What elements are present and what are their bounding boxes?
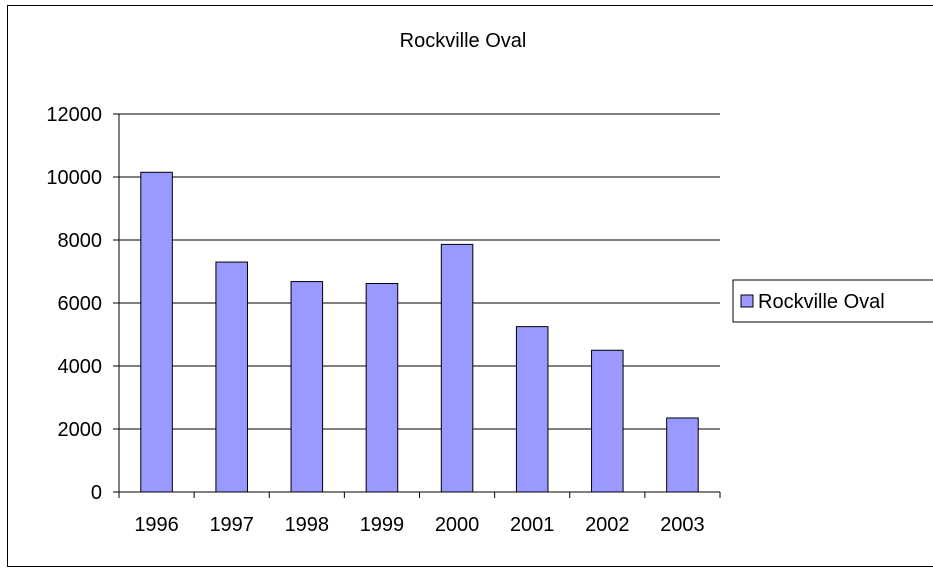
- x-tick-label: 2003: [660, 514, 705, 536]
- y-tick-label: 6000: [58, 293, 103, 315]
- x-tick-label: 2000: [435, 514, 480, 536]
- x-tick-label: 1998: [285, 514, 330, 536]
- axes: [113, 113, 721, 498]
- bar-2001: [515, 326, 549, 493]
- y-tick-label: 2000: [58, 419, 103, 441]
- legend-box: [732, 279, 933, 323]
- bar-1997: [215, 261, 248, 493]
- y-tick-label: 10000: [46, 167, 102, 189]
- y-tick-label: 0: [91, 482, 102, 504]
- x-tick-label: 2001: [510, 514, 555, 536]
- x-tick-label: 1996: [134, 514, 179, 536]
- legend-label: Rockville Oval: [758, 291, 885, 313]
- bar-2003: [666, 417, 699, 493]
- x-tick-label: 1997: [209, 514, 254, 536]
- bar-1999: [365, 282, 399, 493]
- legend: Rockville Oval: [732, 279, 933, 323]
- bars: [140, 171, 699, 493]
- x-tick-label: 1999: [360, 514, 405, 536]
- y-tick-label: 4000: [58, 356, 103, 378]
- bar-1996: [140, 171, 173, 493]
- bar-2000: [440, 243, 474, 493]
- y-tick-label: 8000: [58, 230, 103, 252]
- y-tick-labels: 0 2000 4000 6000 8000 10000 12000: [46, 104, 102, 504]
- x-tick-labels: 1996 1997 1998 1999 2000 2001 2002 2003: [134, 514, 704, 536]
- bar-2002: [591, 349, 624, 493]
- chart-title: Rockville Oval: [400, 30, 527, 52]
- legend-swatch: [740, 294, 754, 308]
- x-tick-label: 2002: [585, 514, 630, 536]
- gridlines: [119, 113, 720, 430]
- bar-1998: [290, 281, 324, 493]
- y-tick-label: 12000: [46, 104, 102, 126]
